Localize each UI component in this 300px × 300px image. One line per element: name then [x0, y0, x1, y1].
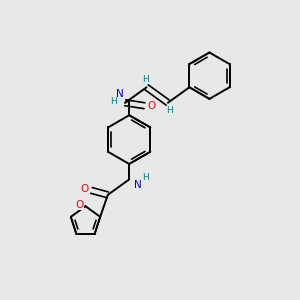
Text: O: O	[148, 101, 156, 111]
Text: N: N	[134, 180, 142, 190]
Text: H: H	[166, 106, 173, 115]
Text: O: O	[75, 200, 84, 210]
Text: N: N	[116, 89, 124, 99]
Text: H: H	[142, 173, 148, 182]
Text: O: O	[80, 184, 88, 194]
Text: H: H	[110, 97, 116, 106]
Text: H: H	[142, 75, 148, 84]
